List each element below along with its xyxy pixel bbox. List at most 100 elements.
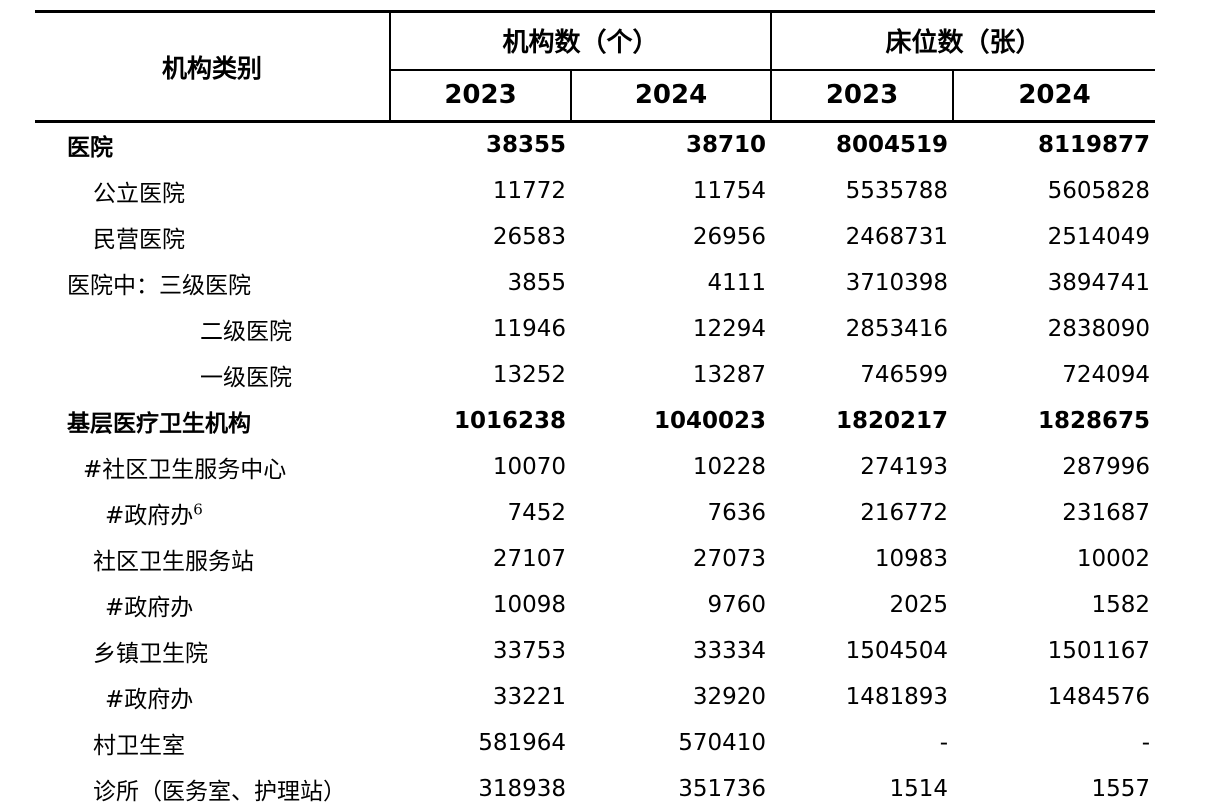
org-count-year-2024-header: 2024	[571, 69, 773, 123]
value-cell: 8119877	[1038, 132, 1151, 159]
value-cell: 1016238	[453, 407, 566, 434]
value-cell: 32920	[692, 683, 767, 710]
table-row: 社区卫生服务站 27107 27073 10983 10002	[35, 536, 1155, 582]
table-row: 医院 38355 38710 8004519 8119877	[35, 122, 1155, 168]
value-cell: 7452	[507, 499, 566, 526]
table-row: 二级医院 11946 12294 2853416 2838090	[35, 306, 1155, 352]
value-cell: 3894741	[1047, 269, 1151, 296]
value-cell: 1828675	[1038, 407, 1151, 434]
value-cell: 10098	[492, 591, 566, 618]
value-cell: 10983	[874, 545, 949, 572]
value-cell: 11772	[492, 177, 566, 204]
row-label: 公立医院	[93, 180, 185, 207]
table-row: 一级医院 13252 13287 746599 724094	[35, 352, 1155, 398]
table-row: 民营医院 26583 26956 2468731 2514049	[35, 214, 1155, 260]
value-cell: 287996	[1062, 453, 1151, 480]
table-body: 医院 38355 38710 8004519 8119877 公立医院 11772 11754…	[35, 122, 1155, 812]
value-cell: 2838090	[1047, 315, 1151, 342]
org-count-year-2023-header: 2023	[390, 69, 572, 123]
value-cell: 33334	[692, 637, 767, 664]
value-cell: 1040023	[653, 407, 767, 434]
bed-count-year-2023-header: 2023	[771, 69, 955, 123]
value-cell: -	[1141, 729, 1151, 756]
value-cell: 5535788	[845, 177, 949, 204]
table-row: 医院中：三级医院 3855 4111 3710398 3894741	[35, 260, 1155, 306]
row-label: 二级医院	[200, 318, 292, 345]
value-cell: 1820217	[835, 407, 949, 434]
value-cell: 13252	[492, 361, 566, 388]
value-cell: 8004519	[835, 132, 949, 159]
category-header-cell: 机构类别	[35, 11, 391, 123]
value-cell: -	[939, 729, 949, 756]
value-cell: 38710	[685, 132, 767, 159]
row-label: 乡镇卫生院	[93, 640, 208, 667]
table-row: #政府办 10098 9760 2025 1582	[35, 582, 1155, 628]
bed-count-year-2024-header: 2024	[953, 69, 1156, 123]
value-cell: 13287	[692, 361, 767, 388]
value-cell: 570410	[678, 729, 767, 756]
value-cell: 1557	[1091, 775, 1151, 802]
table-row: 诊所（医务室、护理站） 318938 351736 1514 1557	[35, 766, 1155, 812]
row-label: 诊所（医务室、护理站）	[93, 778, 346, 805]
value-cell: 11754	[692, 177, 767, 204]
value-cell: 7636	[707, 499, 767, 526]
value-cell: 724094	[1062, 361, 1151, 388]
row-label: #政府办	[105, 686, 194, 713]
value-cell: 1484576	[1047, 683, 1151, 710]
value-cell: 2514049	[1047, 223, 1151, 250]
row-label: 民营医院	[93, 226, 185, 253]
value-cell: 274193	[860, 453, 949, 480]
row-label: #社区卫生服务中心	[83, 456, 287, 483]
value-cell: 33221	[492, 683, 566, 710]
value-cell: 33753	[492, 637, 566, 664]
value-cell: 581964	[478, 729, 566, 756]
value-cell: 3710398	[845, 269, 949, 296]
row-label: 医院	[67, 134, 113, 162]
value-cell: 38355	[485, 132, 566, 159]
row-label: 村卫生室	[93, 732, 185, 759]
value-cell: 231687	[1062, 499, 1151, 526]
row-label: 基层医疗卫生机构	[67, 409, 251, 437]
row-label: 一级医院	[200, 364, 292, 391]
value-cell: 2025	[889, 591, 949, 618]
value-cell: 351736	[678, 775, 767, 802]
value-cell: 26956	[692, 223, 767, 250]
table-row: 公立医院 11772 11754 5535788 5605828	[35, 168, 1155, 214]
value-cell: 27073	[692, 545, 767, 572]
value-cell: 1504504	[845, 637, 949, 664]
org-count-group-header: 机构数（个）	[390, 11, 773, 71]
row-label: #政府办6	[105, 499, 203, 529]
value-cell: 3855	[507, 269, 566, 296]
value-cell: 2468731	[845, 223, 949, 250]
footnote-marker: 6	[193, 499, 203, 518]
group-header-row: 机构类别 机构数（个） 床位数（张）	[35, 11, 1156, 123]
table-row: 乡镇卫生院 33753 33334 1504504 1501167	[35, 628, 1155, 674]
value-cell: 10070	[492, 453, 566, 480]
table-row: #政府办6 7452 7636 216772 231687	[35, 490, 1155, 536]
value-cell: 5605828	[1047, 177, 1151, 204]
table-row: 基层医疗卫生机构 1016238 1040023 1820217 1828675	[35, 398, 1155, 444]
table-row: 村卫生室 581964 570410 - -	[35, 720, 1155, 766]
value-cell: 12294	[692, 315, 767, 342]
value-cell: 27107	[492, 545, 566, 572]
value-cell: 1514	[889, 775, 949, 802]
row-label: #政府办	[105, 594, 194, 621]
value-cell: 4111	[707, 269, 767, 296]
value-cell: 10228	[692, 453, 767, 480]
institution-statistics-table: 机构类别 机构数（个） 床位数（张） 2023 2024 2023 2024 医…	[35, 10, 1156, 812]
value-cell: 2853416	[845, 315, 949, 342]
value-cell: 746599	[860, 361, 949, 388]
year-header-row: 2023 2024 2023 2024	[35, 69, 1156, 123]
row-label: 社区卫生服务站	[93, 548, 254, 575]
value-cell: 9760	[707, 591, 767, 618]
row-label: 医院中：三级医院	[67, 272, 251, 299]
value-cell: 318938	[478, 775, 566, 802]
value-cell: 11946	[492, 315, 566, 342]
table-header: 机构类别 机构数（个） 床位数（张） 2023 2024 2023 2024	[35, 11, 1156, 123]
value-cell: 1582	[1091, 591, 1151, 618]
value-cell: 26583	[492, 223, 566, 250]
table-row: #社区卫生服务中心 10070 10228 274193 287996	[35, 444, 1155, 490]
table-row: #政府办 33221 32920 1481893 1484576	[35, 674, 1155, 720]
value-cell: 1481893	[845, 683, 949, 710]
